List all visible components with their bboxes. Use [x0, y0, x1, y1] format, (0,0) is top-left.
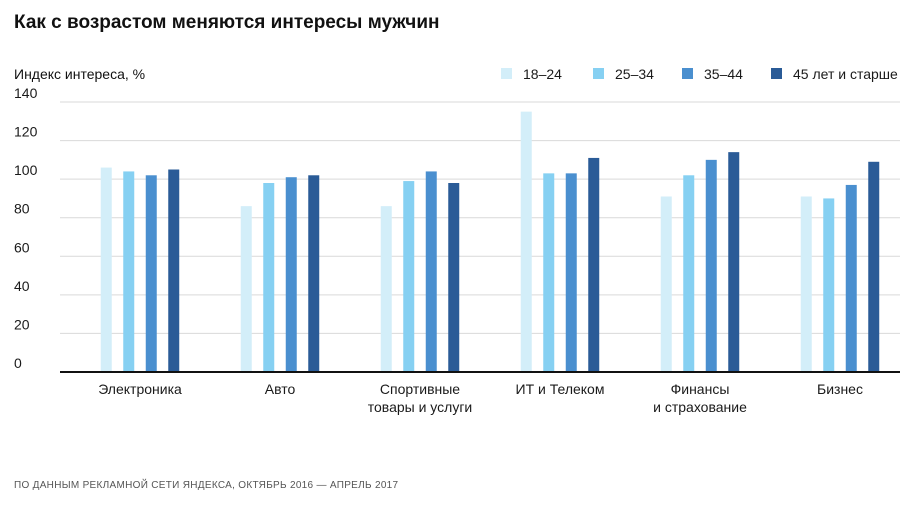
bar [380, 206, 392, 372]
legend-label: 18–24 [523, 66, 562, 82]
x-tick-label: Спортивные [380, 381, 460, 397]
legend-swatch [771, 68, 782, 79]
bar [800, 196, 812, 372]
bar [308, 175, 320, 372]
bar-chart: 0 20 40 60 80 100 120 140 Электроника Авто Спортив… [14, 66, 900, 415]
y-tick-label: 0 [14, 355, 22, 371]
bar [100, 167, 112, 372]
x-tick-label: Бизнес [817, 381, 863, 397]
bar [588, 157, 600, 372]
x-tick-label: Финансы [671, 381, 730, 397]
legend-label: 25–34 [615, 66, 654, 82]
bar [543, 173, 555, 372]
x-tick-label: Авто [265, 381, 296, 397]
y-tick-label: 120 [14, 124, 38, 140]
x-tick-label: и страхование [653, 399, 747, 415]
y-tick-label: 20 [14, 316, 30, 332]
bar [728, 152, 740, 372]
bar [145, 175, 157, 372]
bar [123, 171, 135, 372]
legend-swatch [593, 68, 604, 79]
bar [845, 184, 857, 372]
legend-swatch [501, 68, 512, 79]
source-note: ПО ДАННЫМ РЕКЛАМНОЙ СЕТИ ЯНДЕКСА, ОКТЯБР… [14, 480, 399, 491]
y-tick-label: 40 [14, 278, 30, 294]
bar [403, 181, 415, 372]
bar [240, 206, 252, 372]
y-tick-label: 140 [14, 85, 38, 101]
bar [425, 171, 437, 372]
bar [448, 183, 460, 372]
bar [168, 169, 180, 372]
bar [263, 183, 275, 372]
bar [683, 175, 695, 372]
bar [565, 173, 577, 372]
chart-title: Как с возрастом меняются интересы мужчин [14, 12, 440, 33]
y-axis-label: Индекс интереса, % [14, 66, 146, 82]
bar [660, 196, 672, 372]
bar [823, 198, 835, 372]
y-tick-label: 80 [14, 201, 30, 217]
legend-label: 45 лет и старше [793, 66, 898, 82]
bar [520, 111, 532, 373]
x-tick-label: ИТ и Телеком [516, 381, 605, 397]
legend-label: 35–44 [704, 66, 743, 82]
bar [868, 161, 880, 372]
bar [705, 159, 717, 372]
legend-swatch [682, 68, 693, 79]
x-tick-label: Электроника [98, 381, 182, 397]
y-tick-label: 100 [14, 162, 38, 178]
bar [285, 177, 297, 372]
x-tick-label: товары и услуги [368, 399, 473, 415]
y-tick-label: 60 [14, 239, 30, 255]
